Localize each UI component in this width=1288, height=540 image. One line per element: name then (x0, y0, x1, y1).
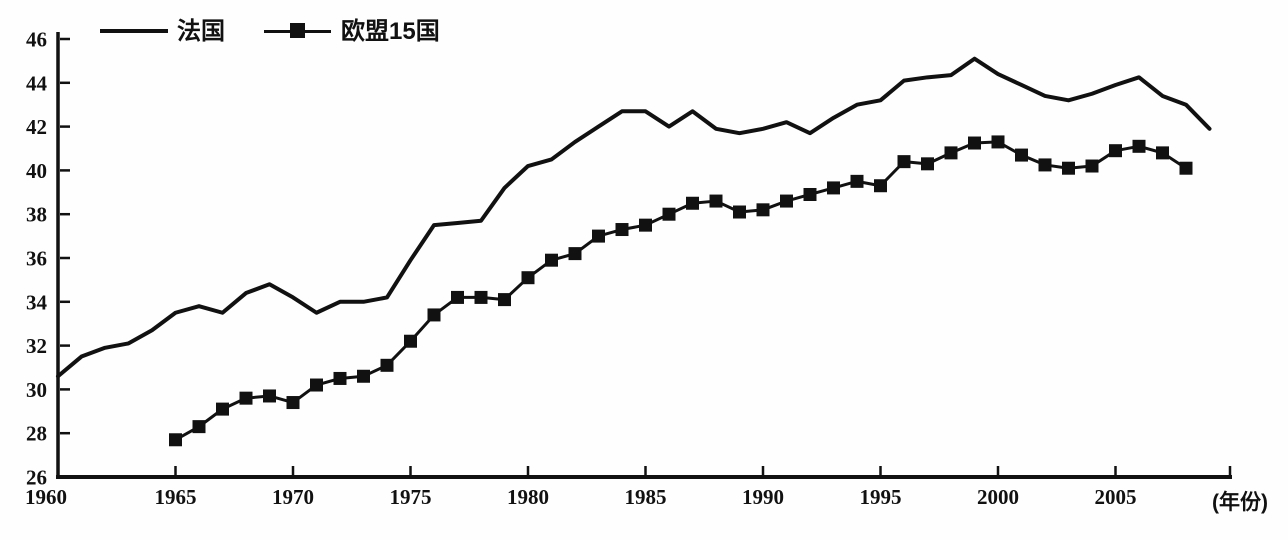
x-axis-tick-label: 1960 (25, 485, 67, 509)
eu15-point-marker (380, 358, 394, 372)
x-axis-tick-label: 1995 (860, 485, 902, 509)
eu15-point-marker (780, 194, 793, 208)
x-axis-tick-label: 1990 (742, 485, 784, 509)
x-axis-tick-label: 1980 (507, 485, 549, 509)
eu15-point-marker (615, 223, 629, 237)
x-axis-unit-label: (年份) (1212, 491, 1268, 514)
y-axis-tick-label: 38 (26, 203, 47, 227)
eu15-point-marker (239, 391, 253, 405)
eu15-point-marker (1109, 144, 1122, 158)
eu15-point-marker (1085, 159, 1099, 173)
eu15-point-marker (568, 247, 582, 261)
eu15-point-marker (451, 290, 464, 304)
x-axis-tick-label: 1985 (625, 485, 667, 509)
eu15-point-marker (968, 136, 981, 150)
eu15-point-marker (333, 371, 347, 385)
eu15-point-marker (216, 402, 229, 416)
eu15-point-marker (662, 207, 676, 221)
legend-france-line-sample (100, 29, 168, 33)
legend-label-eu15: 欧盟15国 (341, 18, 440, 45)
eu15-point-marker (733, 205, 746, 219)
eu15-point-marker (944, 146, 958, 160)
eu15-point-marker (991, 135, 1005, 149)
eu15-point-marker (1062, 161, 1075, 175)
x-axis-tick-label: 2005 (1095, 485, 1137, 509)
eu15-point-marker (192, 420, 206, 434)
x-axis-tick-label: 1970 (272, 485, 314, 509)
eu15-point-marker (286, 396, 300, 410)
eu15-point-marker (474, 290, 488, 304)
eu15-point-marker (803, 187, 817, 201)
y-axis-tick-label: 28 (26, 422, 47, 446)
y-axis-tick-label: 30 (26, 378, 47, 402)
eu15-point-marker (921, 157, 934, 171)
eu15-point-marker (427, 308, 441, 322)
x-axis-tick-label: 1975 (390, 485, 432, 509)
y-axis-tick-label: 32 (26, 334, 47, 358)
eu15-point-marker (1015, 148, 1028, 162)
y-axis-tick-label: 44 (26, 71, 48, 95)
eu15-line (174, 140, 1188, 442)
eu15-point-marker (404, 334, 417, 348)
legend-label-france: 法国 (177, 18, 225, 45)
eu15-point-marker (874, 179, 887, 193)
eu15-point-marker (709, 194, 723, 208)
eu15-point-marker (639, 218, 652, 232)
y-axis-tick-label: 26 (26, 466, 47, 490)
eu15-point-marker (1179, 161, 1193, 175)
y-axis-tick-label: 36 (26, 247, 47, 271)
eu15-point-marker (1156, 146, 1169, 160)
eu15-point-marker (263, 389, 276, 403)
france-line (56, 56, 1212, 379)
eu15-point-marker (169, 433, 182, 447)
y-axis-tick-label: 34 (26, 290, 48, 314)
eu15-point-marker (827, 181, 840, 195)
eu15-point-marker (498, 293, 511, 307)
eu15-point-marker (592, 229, 605, 243)
eu15-point-marker (756, 203, 770, 217)
legend-eu15-square-marker-icon (290, 23, 305, 38)
eu15-point-marker (545, 253, 558, 267)
eu15-point-marker (310, 378, 323, 392)
y-axis-tick-label: 46 (26, 28, 47, 52)
eu15-point-marker (1132, 139, 1146, 153)
x-axis-tick-label: 1965 (155, 485, 197, 509)
eu15-point-marker (521, 271, 535, 285)
eu15-point-marker (1038, 158, 1052, 172)
y-axis-tick-label: 40 (26, 159, 47, 183)
x-axis-tick-label: 2000 (977, 485, 1019, 509)
y-axis-tick-label: 42 (26, 115, 47, 139)
eu15-point-marker (850, 174, 864, 188)
eu15-point-marker (686, 196, 699, 210)
eu15-point-marker (897, 155, 911, 169)
eu15-point-marker (357, 369, 370, 383)
